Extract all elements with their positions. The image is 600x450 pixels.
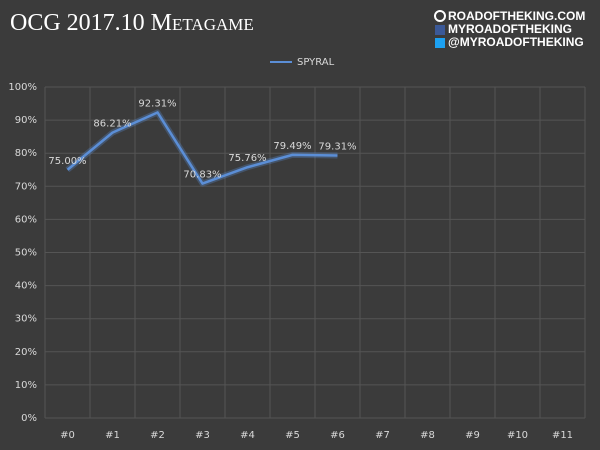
brand-icon bbox=[434, 10, 446, 22]
brand-facebook: MYROADOFTHEKING bbox=[448, 22, 572, 36]
x-tick-label: #0 bbox=[60, 430, 75, 441]
x-tick-label: #2 bbox=[150, 430, 165, 441]
y-tick-label: 40% bbox=[15, 281, 37, 292]
x-tick-label: #7 bbox=[375, 430, 390, 441]
legend-label: SPYRAL bbox=[297, 57, 335, 68]
y-tick-label: 30% bbox=[15, 314, 37, 325]
twitter-icon bbox=[435, 38, 445, 48]
y-tick-label: 60% bbox=[15, 214, 37, 225]
y-tick-label: 80% bbox=[15, 148, 37, 159]
x-tick-label: #5 bbox=[285, 430, 300, 441]
x-tick-label: #10 bbox=[507, 430, 528, 441]
data-label: 79.49% bbox=[273, 141, 311, 152]
y-tick-label: 70% bbox=[15, 181, 37, 192]
series-line bbox=[66, 111, 338, 185]
x-tick-label: #8 bbox=[420, 430, 435, 441]
data-label: 70.83% bbox=[183, 170, 221, 181]
chart-title: OCG 2017.10 Metagame bbox=[10, 10, 254, 36]
y-tick-label: 10% bbox=[15, 380, 37, 391]
x-tick-label: #6 bbox=[330, 430, 345, 441]
facebook-icon bbox=[435, 25, 445, 35]
y-tick-label: 0% bbox=[21, 413, 37, 424]
x-tick-label: #11 bbox=[552, 430, 573, 441]
y-tick-label: 20% bbox=[15, 347, 37, 358]
data-label: 86.21% bbox=[93, 119, 131, 130]
y-tick-label: 90% bbox=[15, 115, 37, 126]
x-tick-label: #1 bbox=[105, 430, 120, 441]
brand-twitter: @MYROADOFTHEKING bbox=[448, 35, 584, 49]
x-tick-label: #4 bbox=[240, 430, 255, 441]
y-tick-label: 100% bbox=[8, 82, 37, 93]
x-tick-label: #3 bbox=[195, 430, 210, 441]
data-label: 75.00% bbox=[48, 156, 86, 167]
data-label: 92.31% bbox=[138, 98, 176, 109]
data-label: 79.31% bbox=[318, 141, 356, 152]
data-label: 75.76% bbox=[228, 153, 266, 164]
x-tick-label: #9 bbox=[465, 430, 480, 441]
y-tick-label: 50% bbox=[15, 248, 37, 259]
brand-site: ROADOFTHEKING.COM bbox=[448, 9, 585, 23]
